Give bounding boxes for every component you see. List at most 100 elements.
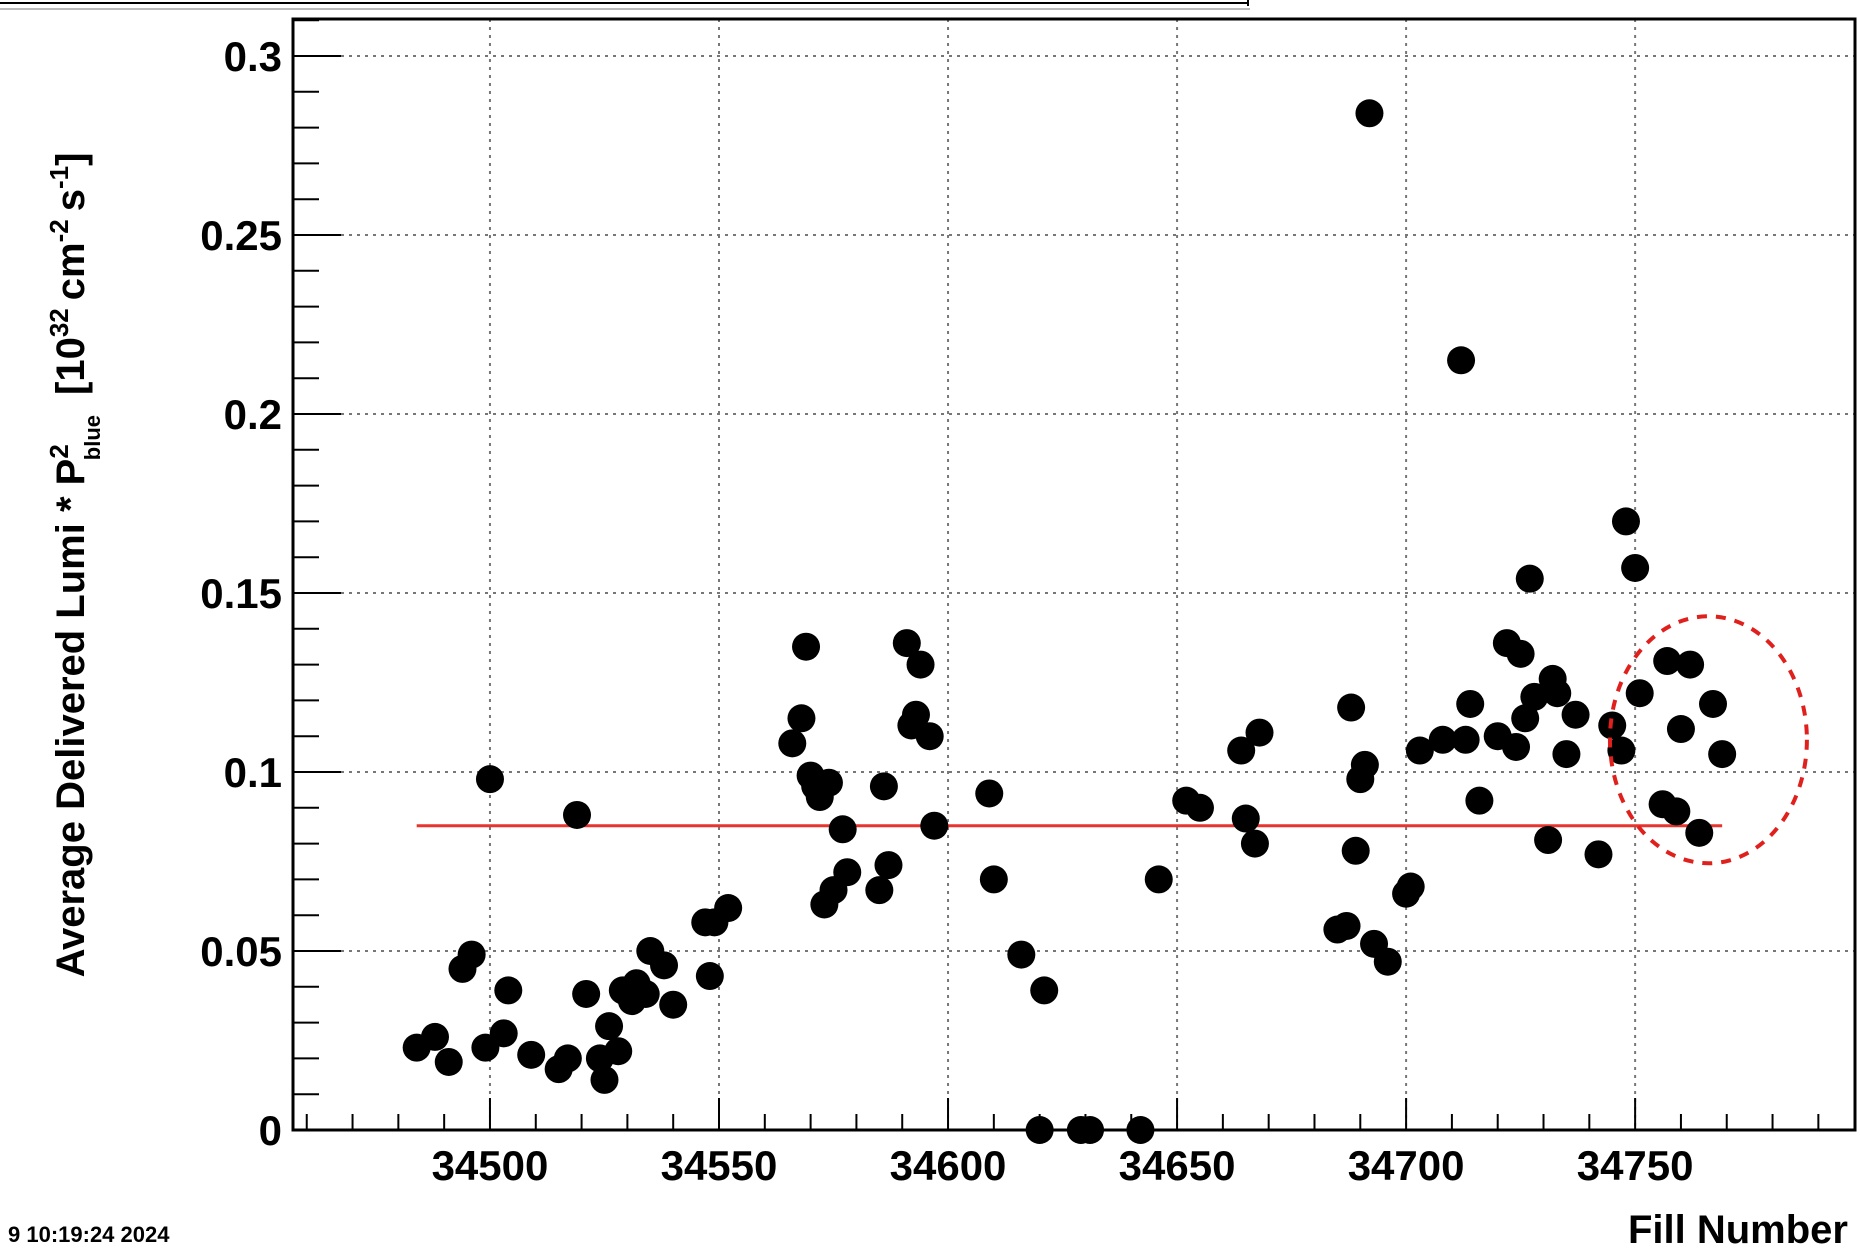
y-title-unit-s-exp: -1 (44, 166, 74, 189)
data-point (1465, 786, 1494, 815)
data-point (1534, 826, 1563, 855)
data-point (421, 1022, 449, 1051)
data-point (695, 962, 724, 991)
data-point (572, 979, 601, 1008)
data-point (1584, 840, 1613, 869)
data-point (892, 629, 921, 658)
data-point (494, 976, 523, 1005)
data-point (1515, 564, 1544, 593)
data-point (489, 1019, 518, 1048)
x-tick-label: 34550 (661, 1142, 778, 1189)
axis-ticks (293, 19, 1820, 1131)
data-point (1373, 947, 1402, 976)
data-point (828, 815, 857, 844)
data-point (1666, 715, 1695, 744)
data-point (1355, 99, 1384, 128)
y-title-sub: blue (80, 415, 105, 460)
data-point (865, 876, 894, 905)
data-point (915, 722, 944, 751)
data-point (1511, 704, 1540, 733)
data-point (1428, 725, 1457, 754)
data-point (1621, 553, 1650, 582)
data-point (1144, 865, 1173, 894)
y-tick-label: 0.05 (200, 928, 282, 975)
data-points (402, 99, 1737, 1144)
data-point (814, 768, 843, 797)
data-point (1502, 732, 1531, 761)
data-point (563, 800, 591, 829)
data-point (434, 1047, 463, 1076)
y-title-sup: 2 (44, 444, 74, 458)
data-point (1185, 793, 1214, 822)
data-point (979, 865, 1008, 894)
y-title-unit-open: [10 (49, 337, 93, 395)
data-point (1007, 940, 1036, 969)
data-point (1030, 976, 1059, 1005)
data-point (1451, 725, 1480, 754)
data-point (1337, 693, 1366, 722)
data-point (975, 779, 1004, 808)
y-tick-label: 0.1 (224, 749, 282, 796)
data-point (1447, 346, 1476, 375)
data-point (595, 1012, 624, 1041)
data-point (792, 632, 821, 661)
x-tick-label: 34650 (1119, 1142, 1236, 1189)
data-point (1699, 689, 1727, 718)
data-point (1543, 679, 1572, 708)
data-point (631, 979, 660, 1008)
data-point (1520, 682, 1549, 711)
data-point (1611, 507, 1640, 536)
data-point (1245, 718, 1274, 747)
data-point (1341, 836, 1370, 865)
data-point (714, 894, 743, 923)
data-point (1227, 736, 1256, 765)
plot-frame (291, 17, 1857, 1132)
x-tick-label: 34600 (890, 1142, 1007, 1189)
data-point (1456, 689, 1485, 718)
data-point (874, 851, 903, 880)
data-point (920, 811, 949, 840)
data-point (1607, 736, 1636, 765)
y-title-unit-cm: cm (49, 242, 93, 300)
data-point (778, 729, 807, 758)
y-title-main: Average Delivered Lumi * P (49, 459, 93, 978)
data-point (553, 1044, 582, 1073)
y-tick-label: 0 (259, 1107, 282, 1154)
y-title-unit-cm-exp: -2 (44, 219, 74, 242)
data-point (901, 700, 930, 729)
data-point (1126, 1116, 1155, 1144)
data-point (1231, 804, 1260, 833)
y-tick-label: 0.2 (224, 391, 282, 438)
x-tick-label: 34750 (1577, 1142, 1694, 1189)
highlight-ellipse (1607, 614, 1809, 866)
data-point (1506, 639, 1535, 668)
data-point (906, 650, 935, 679)
x-tick-label: 34700 (1348, 1142, 1465, 1189)
data-point (1625, 679, 1654, 708)
x-tick-label: 34500 (432, 1142, 549, 1189)
data-point (1685, 818, 1714, 847)
y-tick-labels: 0 0.05 0.1 0.15 0.2 0.25 0.3 (200, 33, 282, 1154)
data-point (457, 940, 486, 969)
data-point (517, 1040, 546, 1069)
data-point (1708, 740, 1737, 769)
data-point (475, 765, 504, 794)
data-point (1676, 650, 1705, 679)
data-point (604, 1037, 633, 1066)
y-tick-label: 0.25 (200, 212, 282, 259)
y-title-unit-close: ] (49, 153, 93, 166)
data-point (1405, 736, 1434, 765)
data-point (1076, 1116, 1105, 1144)
data-point (1396, 872, 1425, 901)
data-point (590, 1065, 619, 1094)
data-point (1561, 700, 1590, 729)
data-point (1662, 797, 1691, 826)
data-point (650, 951, 679, 980)
y-axis-title: Average Delivered Lumi * P2 blue [1032 cm-2… (44, 153, 105, 978)
data-point (1240, 829, 1269, 858)
timestamp-label: 9 10:19:24 2024 (8, 1222, 170, 1247)
grid (293, 19, 1855, 1130)
y-title-unit-exp: 32 (44, 308, 74, 337)
data-point (833, 858, 862, 887)
